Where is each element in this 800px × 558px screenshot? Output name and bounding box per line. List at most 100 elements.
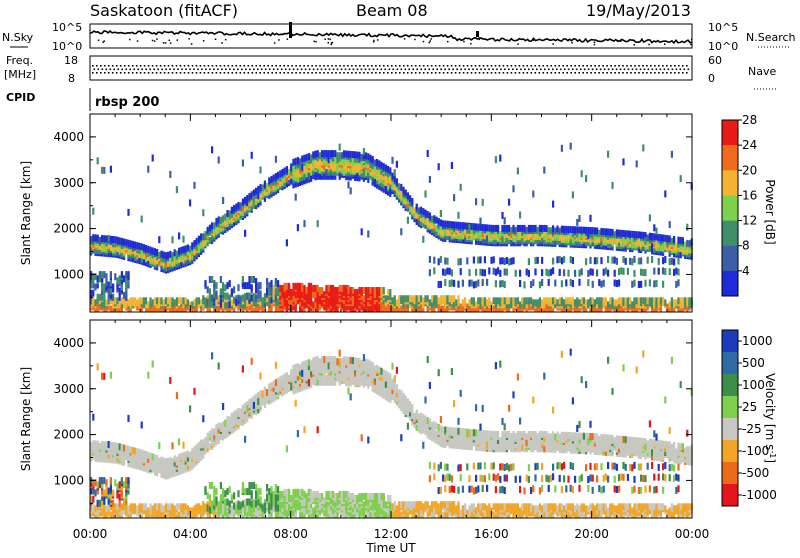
freq-dot [606, 65, 608, 67]
power-cell [453, 221, 455, 228]
freq-dot [491, 65, 493, 67]
power-cell [297, 224, 299, 231]
power-cell [253, 293, 255, 300]
power-cell [449, 268, 451, 275]
power-cell [248, 276, 250, 283]
velocity-cell [127, 477, 129, 484]
velocity-cell [134, 448, 136, 455]
power-cell [268, 297, 270, 304]
power-cell [317, 285, 319, 292]
nave-dot [614, 72, 616, 74]
power-cell [673, 236, 675, 243]
y-tick-label: 4000 [53, 130, 84, 144]
power-cell [642, 269, 644, 276]
velocity-cell [94, 505, 96, 512]
velocity-cell [198, 442, 200, 449]
power-cell [306, 287, 308, 294]
power-cell [519, 231, 521, 238]
power-cell [345, 151, 347, 158]
power-cell [438, 218, 440, 225]
power-cell [123, 275, 125, 282]
power-cell [222, 288, 224, 295]
power-cell [138, 243, 140, 250]
velocity-cell [165, 503, 167, 510]
nave-dot [216, 72, 218, 74]
power-cell [541, 269, 543, 276]
freq-dot [117, 69, 119, 71]
power-cell [662, 235, 664, 242]
freq-dot [351, 65, 353, 67]
power-cell [284, 283, 286, 290]
power-cell [257, 282, 259, 289]
velocity-cell [152, 361, 154, 368]
power-cell [631, 258, 633, 265]
power-cell [110, 279, 112, 286]
power-cell [675, 268, 677, 275]
power-cell [391, 173, 393, 180]
power-cell [147, 260, 149, 267]
nsearch-dot [447, 41, 449, 43]
power-cell [314, 159, 316, 166]
freq-panel-frame [90, 56, 692, 80]
power-cell [187, 299, 189, 306]
velocity-cell [145, 451, 147, 458]
power-cell [519, 225, 521, 232]
power-cell [673, 259, 675, 266]
velocity-cell [202, 415, 204, 422]
velocity-cell [127, 505, 129, 512]
power-cell [611, 257, 613, 264]
power-cell [119, 275, 121, 282]
nsearch-dot [429, 42, 431, 44]
freq-dot [188, 65, 190, 67]
power-cell [629, 258, 631, 265]
power-cell [209, 288, 211, 295]
power-cell [244, 282, 246, 289]
power-cell [499, 258, 501, 265]
power-cell [369, 155, 371, 162]
velocity-cell [189, 452, 191, 459]
velocity-cell [141, 449, 143, 456]
velocity-cell [163, 457, 165, 464]
power-cell [554, 228, 556, 235]
colorbar-tick-label: 4 [742, 264, 750, 278]
power-cell [372, 304, 374, 311]
freq-dot [594, 65, 596, 67]
power-cell [303, 220, 305, 227]
power-cell [385, 175, 387, 182]
nave-dot [240, 72, 242, 74]
power-cell [319, 152, 321, 159]
power-cell [248, 193, 250, 200]
freq-dot [287, 65, 289, 67]
power-cell [490, 225, 492, 232]
power-cell [152, 155, 154, 162]
power-cell [510, 227, 512, 234]
power-cell [174, 299, 176, 306]
power-cell [255, 295, 257, 302]
velocity-cell [103, 441, 105, 448]
nsearch-dot [328, 38, 330, 40]
velocity-cell [141, 503, 143, 510]
power-cell [677, 297, 679, 304]
freq-dot [343, 65, 345, 67]
nave-dot [339, 72, 341, 74]
power-cell [497, 225, 499, 232]
power-cell [97, 235, 99, 242]
nave-dot [267, 72, 269, 74]
power-cell [600, 228, 602, 235]
power-cell [598, 297, 600, 304]
power-cell [226, 293, 228, 300]
power-cell [545, 225, 547, 232]
nave-tick-high: 60 [708, 54, 722, 67]
nave-dot [578, 72, 580, 74]
power-cell [574, 299, 576, 306]
power-cell [576, 297, 578, 304]
cpid-label: CPID [6, 91, 35, 104]
nsky-line [90, 31, 692, 43]
power-cell [669, 268, 671, 275]
nave-dot [315, 72, 317, 74]
velocity-cell [193, 388, 195, 395]
freq-dot [297, 69, 299, 71]
freq-dot [596, 69, 598, 71]
power-cell [618, 280, 620, 287]
y-tick-label: 3000 [53, 176, 84, 190]
